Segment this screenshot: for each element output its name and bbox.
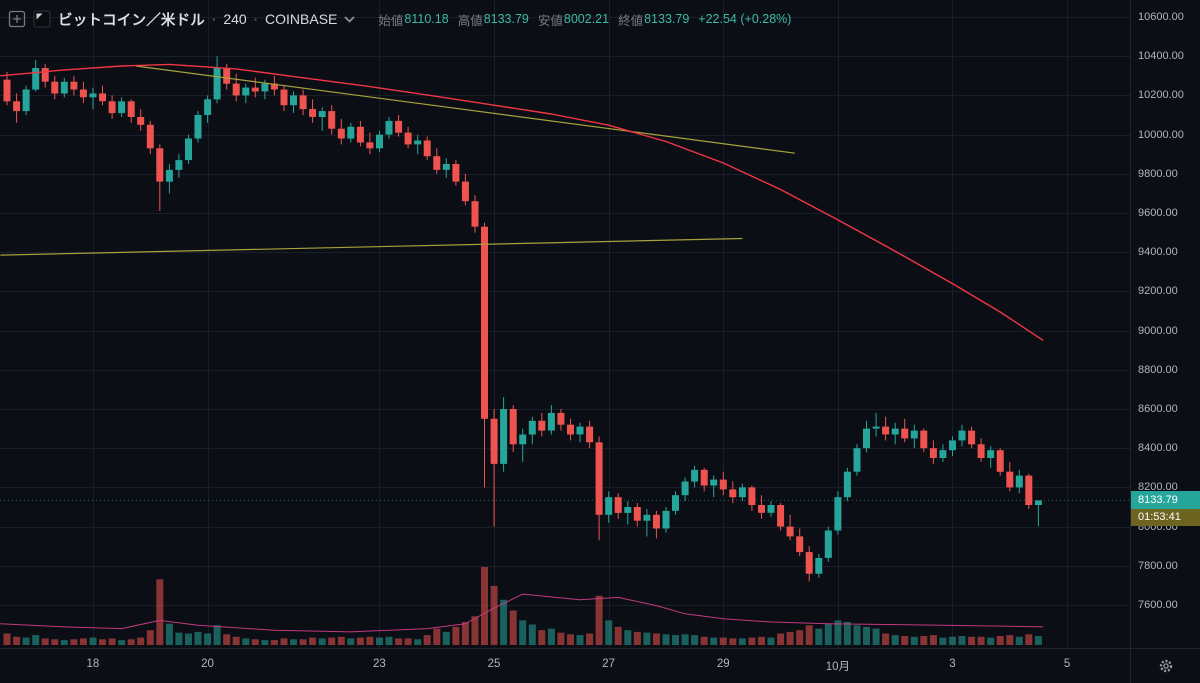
price-axis-label: 8400.00 bbox=[1138, 442, 1178, 455]
separator-dot: · bbox=[212, 11, 217, 27]
price-axis-label: 10200.00 bbox=[1138, 89, 1184, 102]
time-axis-label: 23 bbox=[373, 658, 386, 670]
price-axis-label: 10000.00 bbox=[1138, 128, 1184, 141]
time-axis-label: 3 bbox=[949, 658, 956, 670]
close-value: 8133.79 bbox=[644, 12, 690, 26]
ohlc-readout: 始値 8110.18 高値 8133.79 安値 8002.21 終値 8133… bbox=[378, 10, 791, 29]
price-axis-label: 7600.00 bbox=[1138, 599, 1178, 611]
price-axis-label: 10600.00 bbox=[1138, 11, 1184, 23]
price-axis-label: 9600.00 bbox=[1138, 207, 1178, 219]
time-axis-label: 29 bbox=[716, 658, 730, 670]
price-axis-label: 9200.00 bbox=[1138, 285, 1178, 298]
close-label: 終値 bbox=[618, 13, 644, 28]
time-axis-label: 27 bbox=[602, 658, 616, 670]
symbol-legend: ビットコイン／米ドル · 240 · COINBASE 始値 8110.18 高… bbox=[8, 8, 791, 30]
price-axis-label: 10400.00 bbox=[1138, 50, 1184, 63]
time-axis-label: 18 bbox=[86, 658, 100, 670]
price-axis-label: 7800.00 bbox=[1138, 559, 1178, 572]
high-label: 高値 bbox=[457, 13, 483, 28]
time-axis[interactable]: 18 20 23 25 27 29 10月 3 5 bbox=[0, 648, 1130, 683]
separator-dot: · bbox=[253, 11, 259, 27]
symbol-logo-icon bbox=[33, 10, 51, 28]
time-axis-label: 10月 bbox=[825, 661, 850, 673]
high-value: 8133.79 bbox=[483, 12, 529, 26]
price-axis-label: 9000.00 bbox=[1138, 324, 1178, 337]
open-label: 始値 bbox=[378, 13, 404, 28]
open-value: 8110.18 bbox=[404, 12, 449, 26]
price-axis[interactable]: 8133.79 01:53:41 10600.00 10400.00 10200.0… bbox=[1130, 0, 1200, 648]
candlestick-chart[interactable] bbox=[0, 0, 1130, 648]
price-axis-label: 8600.00 bbox=[1138, 403, 1178, 415]
chevron-down-icon[interactable] bbox=[344, 15, 355, 23]
symbol-title[interactable]: ビットコイン／米ドル bbox=[58, 12, 205, 29]
low-label: 安値 bbox=[537, 13, 563, 28]
low-value: 8002.21 bbox=[563, 12, 610, 26]
price-axis-label: 9400.00 bbox=[1138, 246, 1178, 259]
price-axis-label: 8200.00 bbox=[1138, 481, 1178, 494]
gear-icon[interactable] bbox=[1158, 658, 1174, 674]
change-value: +22.54 (+0.28%) bbox=[698, 12, 792, 26]
time-axis-label: 25 bbox=[487, 658, 501, 670]
countdown-badge: 01:53:41 bbox=[1131, 509, 1200, 526]
price-axis-label: 9800.00 bbox=[1138, 167, 1178, 180]
exchange-label[interactable]: COINBASE bbox=[265, 11, 338, 27]
time-axis-label: 20 bbox=[201, 658, 214, 670]
axis-settings-corner bbox=[1130, 648, 1200, 683]
time-axis-label: 5 bbox=[1063, 658, 1071, 670]
last-price-badge: 8133.79 bbox=[1131, 491, 1200, 509]
interval-label[interactable]: 240 bbox=[223, 11, 247, 27]
price-axis-label: 8800.00 bbox=[1138, 363, 1178, 376]
grid-plus-icon[interactable] bbox=[8, 10, 26, 28]
